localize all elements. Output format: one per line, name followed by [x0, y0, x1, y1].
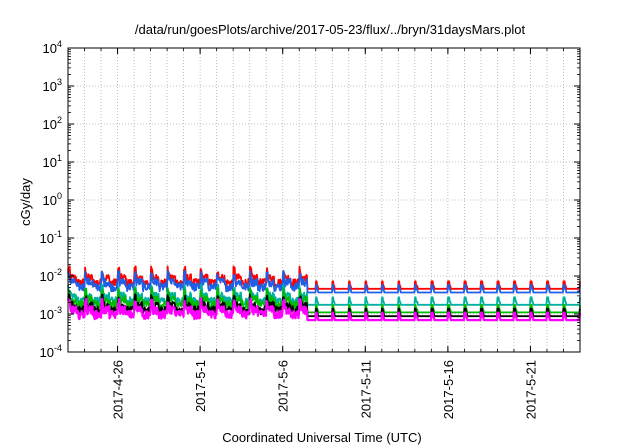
- series-line: [67, 265, 581, 290]
- x-tick-label: 2017-5-1: [193, 360, 208, 412]
- y-tick-label: 104: [43, 39, 62, 56]
- y-tick-label-exp: -3: [54, 305, 62, 315]
- ticks: 10-410-310-210-11001011021031042017-4-26…: [40, 39, 581, 419]
- y-tick-label-base: 10: [40, 345, 54, 360]
- y-tick-label-base: 10: [43, 117, 57, 132]
- chart-title: /data/run/goesPlots/archive/2017-05-23/f…: [135, 22, 526, 37]
- x-tick-label: 2017-5-16: [441, 360, 456, 419]
- series-line: [67, 269, 581, 294]
- y-tick-label-base: 10: [40, 231, 54, 246]
- y-tick-label: 103: [43, 77, 62, 94]
- y-tick-label-exp: 1: [57, 153, 62, 163]
- y-tick-label-exp: 3: [57, 77, 62, 87]
- y-tick-label-exp: -1: [54, 229, 62, 239]
- y-tick-label-exp: -2: [54, 267, 62, 277]
- y-tick-label: 100: [43, 191, 62, 208]
- y-axis-label: cGy/day: [18, 178, 33, 226]
- y-tick-label-base: 10: [43, 79, 57, 94]
- y-tick-label-base: 10: [43, 155, 57, 170]
- y-tick-label-base: 10: [43, 193, 57, 208]
- y-tick-label-exp: 2: [57, 115, 62, 125]
- x-tick-label: 2017-5-6: [276, 360, 291, 412]
- y-tick-label: 10-2: [40, 267, 62, 284]
- y-tick-label: 10-4: [40, 343, 62, 360]
- series-group: [66, 265, 582, 322]
- y-tick-label: 10-1: [40, 229, 62, 246]
- grid: [68, 48, 580, 352]
- y-tick-label-base: 10: [40, 269, 54, 284]
- series-line: [66, 297, 582, 322]
- y-tick-label-exp: -4: [54, 343, 62, 353]
- y-tick-label: 101: [43, 153, 62, 170]
- x-tick-label: 2017-5-21: [523, 360, 538, 419]
- y-tick-label: 102: [43, 115, 62, 132]
- x-tick-label: 2017-4-26: [111, 360, 126, 419]
- y-tick-label-exp: 0: [57, 191, 62, 201]
- y-tick-label-base: 10: [43, 41, 57, 56]
- y-tick-label-exp: 4: [57, 39, 62, 49]
- x-tick-label: 2017-5-11: [358, 360, 373, 418]
- y-tick-label: 10-3: [40, 305, 62, 322]
- y-tick-label-base: 10: [40, 307, 54, 322]
- x-axis-label: Coordinated Universal Time (UTC): [222, 430, 421, 445]
